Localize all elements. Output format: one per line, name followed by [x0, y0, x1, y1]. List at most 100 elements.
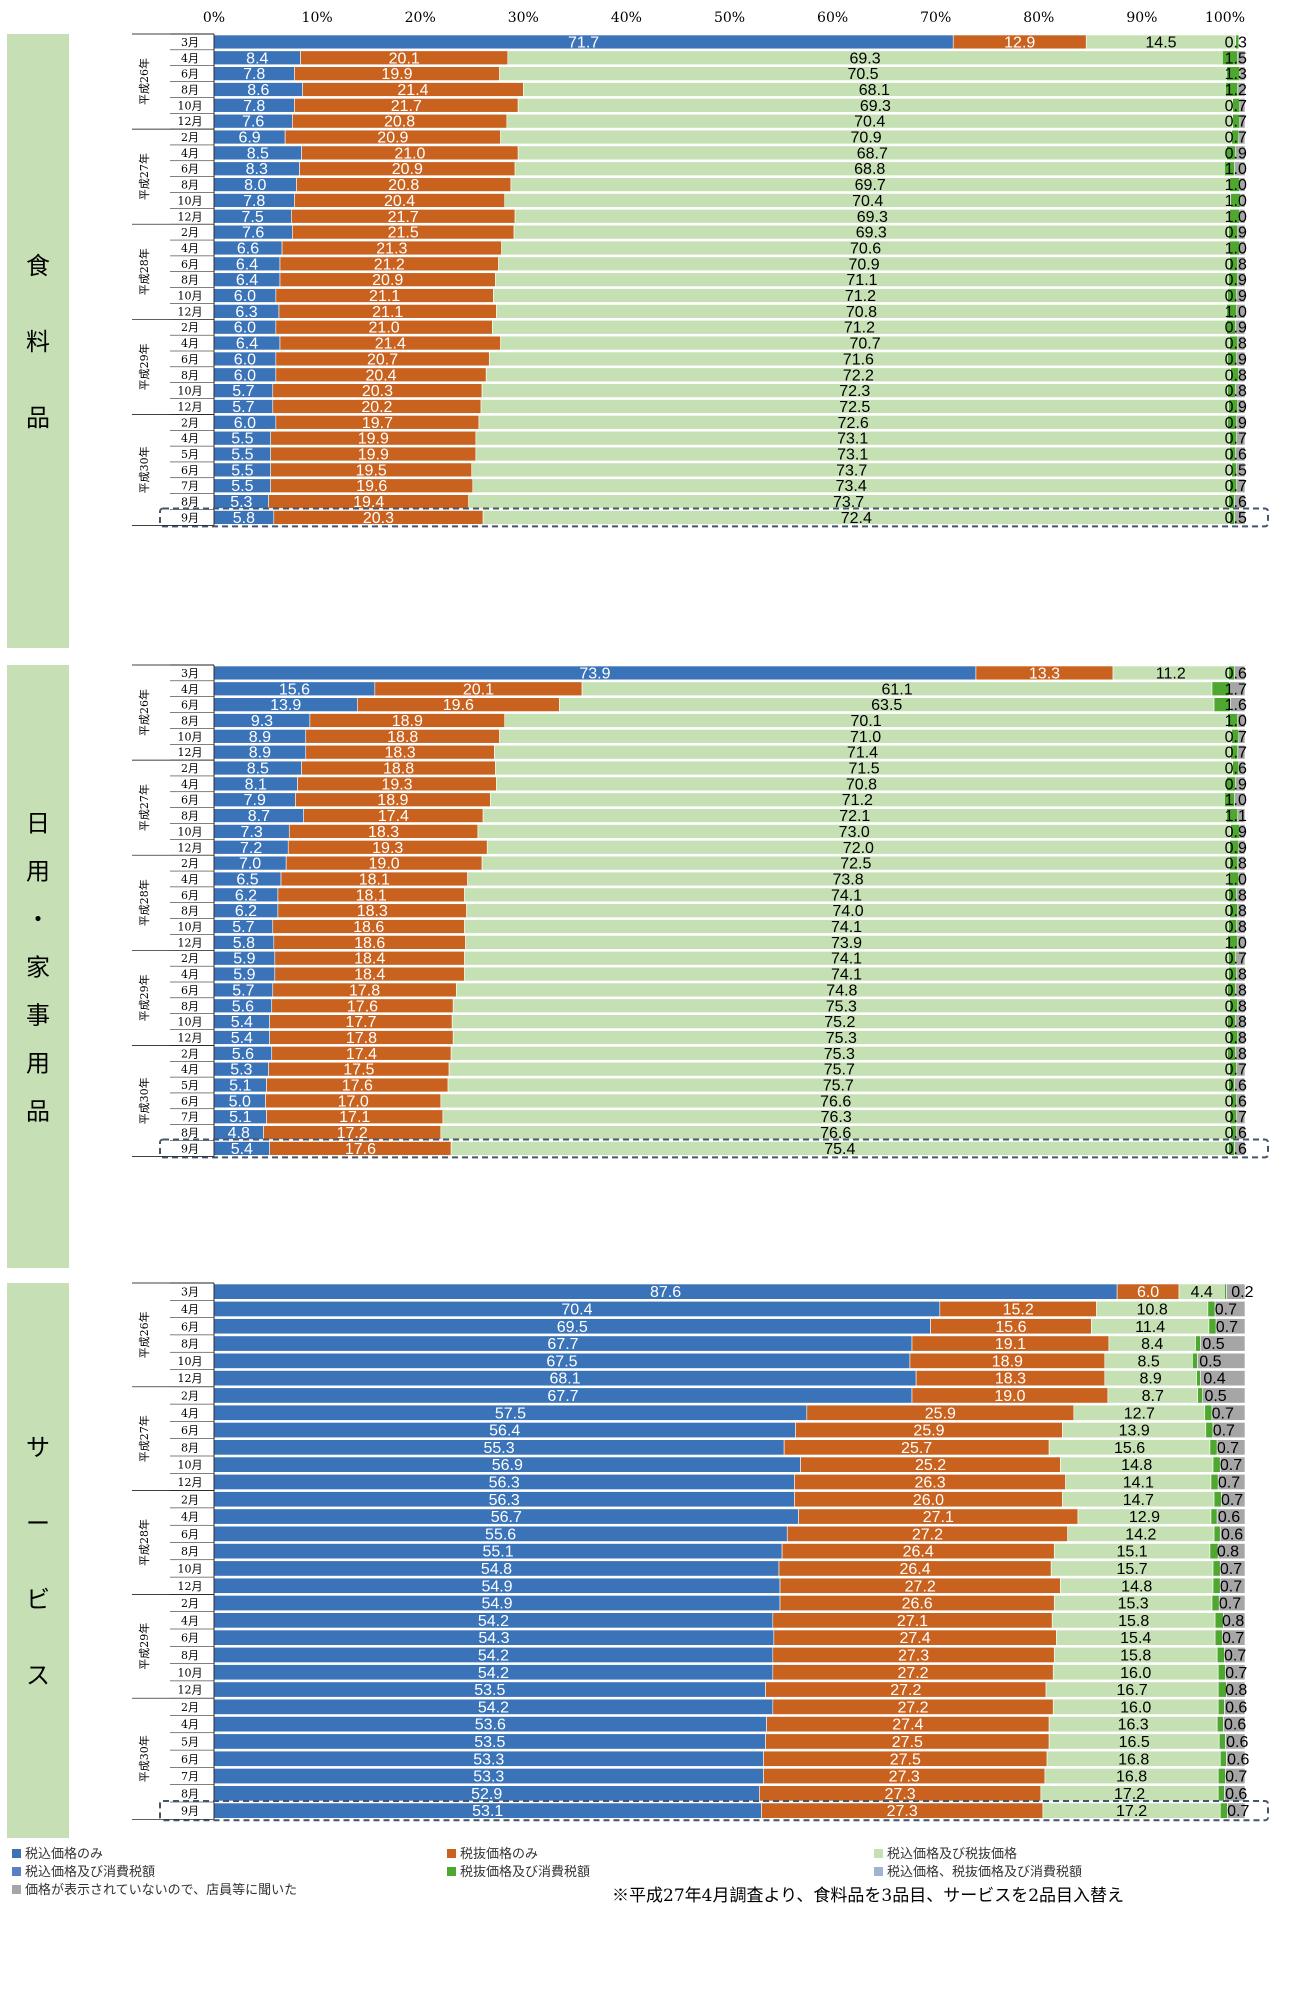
bar-not-displayed	[1229, 681, 1246, 696]
data-label-tax-incl: 5.4	[231, 1030, 253, 1047]
data-label-tax-incl: 5.7	[232, 383, 254, 400]
data-label-both: 69.3	[857, 209, 888, 226]
bar-not-displayed	[1237, 903, 1246, 918]
data-label-excl-and-tax: 0.7	[1220, 1578, 1242, 1595]
data-label-both: 70.5	[847, 66, 878, 83]
month-label: 4月	[181, 52, 199, 65]
data-label-both: 15.7	[1117, 1561, 1148, 1578]
data-label-excl-and-tax: 1.2	[1225, 82, 1247, 99]
month-label: 10月	[178, 1666, 203, 1679]
data-label-excl-and-tax: 0.6	[1225, 1125, 1247, 1142]
data-label-excl-and-tax: 0.7	[1215, 1301, 1237, 1318]
section-label-box	[7, 665, 69, 1268]
month-label: 10月	[178, 825, 203, 838]
data-label-tax-excl: 20.1	[463, 681, 494, 698]
data-label-tax-excl: 17.4	[346, 1046, 377, 1063]
data-label-tax-incl: 7.6	[242, 225, 264, 242]
data-label-excl-and-tax: 1.0	[1225, 177, 1247, 194]
legend-swatch	[12, 1849, 21, 1858]
data-label-excl-and-tax: 0.6	[1227, 1751, 1249, 1768]
data-label-tax-incl: 5.3	[230, 494, 252, 511]
data-label-excl-and-tax: 0.7	[1225, 431, 1247, 448]
data-label-excl-and-tax: 0.9	[1225, 399, 1247, 416]
data-label-tax-incl: 56.3	[489, 1474, 520, 1491]
data-label-tax-incl: 6.0	[234, 351, 256, 368]
data-label-tax-excl: 18.1	[359, 871, 390, 888]
bar-not-displayed	[1234, 1141, 1246, 1156]
month-label: 4月	[181, 337, 199, 350]
data-label-excl-and-tax: 0.7	[1224, 1647, 1246, 1664]
x-tick-label: 20%	[405, 10, 436, 26]
data-label-excl-and-tax: 0.4	[1203, 1371, 1225, 1388]
data-label-tax-excl: 26.4	[903, 1544, 934, 1561]
month-label: 10月	[178, 194, 203, 207]
legend-swatch	[874, 1849, 883, 1858]
month-label: 8月	[181, 1545, 199, 1558]
data-label-both: 61.1	[881, 681, 912, 698]
data-label-tax-incl: 54.8	[481, 1561, 512, 1578]
data-label-excl-and-tax: 0.2	[1231, 1284, 1253, 1301]
x-tick-label: 0%	[203, 10, 225, 26]
bar-not-displayed	[1219, 1560, 1246, 1577]
data-label-excl-and-tax: 0.6	[1224, 1717, 1246, 1734]
data-label-tax-incl: 7.8	[243, 193, 265, 210]
data-label-tax-incl: 7.5	[242, 209, 264, 226]
data-label-excl-and-tax: 1.1	[1225, 808, 1247, 825]
data-label-tax-incl: 6.2	[235, 903, 257, 920]
month-label: 6月	[181, 464, 199, 477]
data-label-both: 73.8	[832, 871, 863, 888]
month-label: 12月	[178, 1372, 203, 1385]
data-label-excl-and-tax: 0.5	[1199, 1353, 1221, 1370]
data-label-tax-excl: 25.2	[915, 1457, 946, 1474]
data-label-tax-excl: 20.2	[361, 399, 392, 416]
data-label-tax-excl: 21.5	[388, 225, 419, 242]
year-label: 平成29年	[137, 974, 151, 1021]
x-tick-label: 60%	[817, 10, 848, 26]
data-label-both: 16.7	[1117, 1682, 1148, 1699]
data-label-tax-excl: 20.9	[392, 161, 423, 178]
data-label-excl-and-tax: 0.6	[1225, 1699, 1247, 1716]
data-label-tax-incl: 5.4	[231, 1141, 253, 1158]
data-label-both: 15.3	[1118, 1596, 1149, 1613]
data-label-tax-excl: 21.1	[372, 304, 403, 321]
data-label-excl-and-tax: 0.7	[1220, 1457, 1242, 1474]
bar-excl-and-tax	[1192, 1352, 1198, 1369]
month-label: 2月	[181, 762, 199, 775]
data-label-excl-and-tax: 1.0	[1225, 935, 1247, 952]
month-label: 6月	[181, 353, 199, 366]
month-label: 8月	[181, 1338, 199, 1351]
month-label: 6月	[181, 258, 199, 271]
data-label-both: 14.1	[1123, 1474, 1154, 1491]
data-label-excl-and-tax: 0.8	[1225, 887, 1247, 904]
data-label-both: 68.8	[854, 161, 885, 178]
month-label: 8月	[181, 369, 199, 382]
data-label-excl-and-tax: 1.0	[1225, 304, 1247, 321]
month-label: 6月	[181, 1632, 199, 1645]
bar-not-displayed	[1234, 494, 1246, 509]
data-label-tax-excl: 17.4	[378, 808, 409, 825]
data-label-tax-incl: 4.8	[228, 1125, 250, 1142]
bar-not-displayed	[1226, 1681, 1246, 1698]
bar-not-displayed	[1235, 776, 1246, 792]
month-label: 12月	[178, 210, 203, 223]
x-tick-label: 90%	[1126, 10, 1157, 26]
data-label-tax-incl: 8.6	[247, 82, 269, 99]
month-label: 12月	[178, 841, 203, 854]
data-label-both: 75.3	[826, 998, 857, 1015]
bar-not-displayed	[1239, 209, 1246, 224]
data-label-excl-and-tax: 0.6	[1225, 1786, 1247, 1803]
x-tick-label: 70%	[920, 10, 951, 26]
month-label: 10月	[178, 1562, 203, 1575]
bar-not-displayed	[1234, 161, 1246, 176]
data-label-both: 16.8	[1116, 1769, 1147, 1786]
year-label: 平成26年	[137, 689, 151, 736]
data-label-both: 73.4	[836, 478, 867, 495]
bar-not-displayed	[1215, 1318, 1246, 1335]
bar-not-displayed	[1236, 304, 1246, 319]
data-label-both: 69.7	[855, 177, 886, 194]
data-label-tax-incl: 5.7	[232, 919, 254, 936]
bar-not-displayed	[1216, 1508, 1246, 1525]
data-label-both: 72.1	[839, 808, 870, 825]
section-label-char: ビ	[26, 1586, 50, 1614]
section-label-char: 日	[26, 810, 50, 838]
